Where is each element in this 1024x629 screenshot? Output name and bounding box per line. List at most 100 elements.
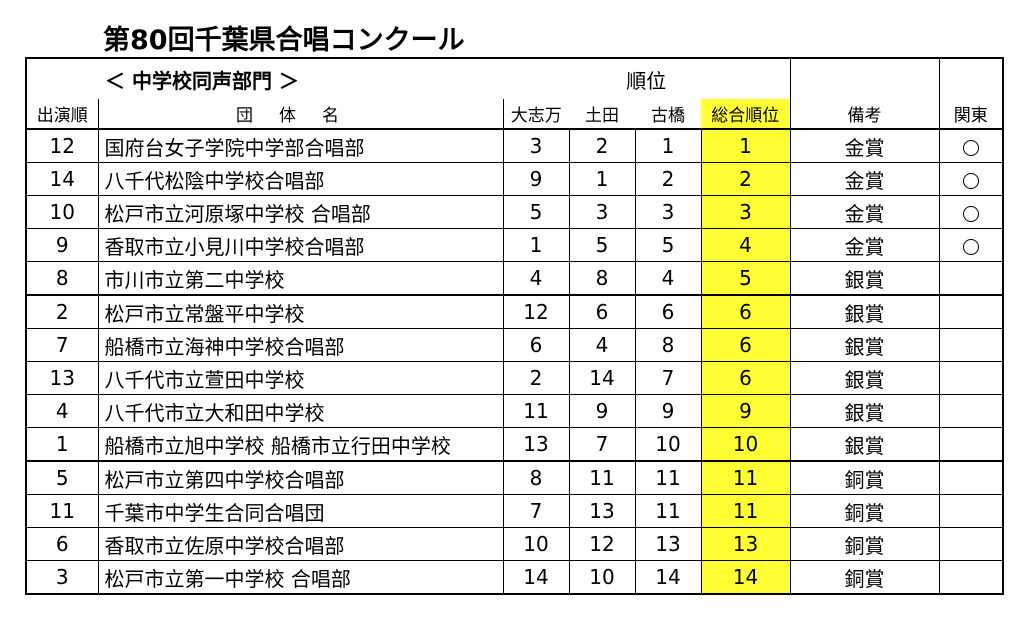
order-cell: 5 (25, 461, 99, 495)
total-rank-cell: 6 (701, 361, 791, 395)
notes-header: 備考 (790, 99, 940, 130)
award-cell: 金賞 (790, 195, 940, 229)
award-cell: 銅賞 (790, 461, 940, 495)
award-cell: 銀賞 (790, 427, 940, 462)
table-row: 7 船橋市立海神中学校合唱部 6 4 8 6 銀賞 (25, 328, 1004, 362)
kanto-cell (939, 527, 1004, 561)
judge2-rank-cell: 12 (569, 527, 636, 561)
judge1-rank-cell: 4 (503, 261, 570, 296)
choir-name-cell: 松戸市立常盤平中学校 (98, 295, 504, 329)
judge1-rank-cell: 6 (503, 328, 570, 362)
kanto-cell (939, 228, 1004, 262)
table-row: 12 国府台女子学院中学部合唱部 3 2 1 1 金賞 (25, 129, 1004, 163)
total-rank-cell: 1 (701, 129, 791, 163)
kanto-cell (939, 129, 1004, 163)
page-title: 第80回千葉県合唱コンクール (103, 25, 465, 56)
kanto-cell (939, 427, 1004, 462)
order-cell: 8 (25, 261, 99, 296)
choir-name-cell: 香取市立小見川中学校合唱部 (98, 228, 504, 262)
order-cell: 11 (25, 494, 99, 528)
header-row: 出演順 団体名 大志万 土田 古橋 総合順位 備考 関東 (25, 99, 1004, 130)
total-rank-cell: 10 (701, 427, 791, 462)
judge2-rank-cell: 3 (569, 195, 636, 229)
judge3-rank-cell: 5 (635, 228, 702, 262)
judge2-rank-cell: 6 (569, 295, 636, 329)
judge3-rank-cell: 11 (635, 461, 702, 495)
award-cell: 銅賞 (790, 527, 940, 561)
judge1-rank-cell: 7 (503, 494, 570, 528)
judge2-rank-cell: 11 (569, 461, 636, 495)
order-cell: 12 (25, 129, 99, 163)
judge3-rank-cell: 10 (635, 427, 702, 462)
total-rank-cell: 13 (701, 527, 791, 561)
award-cell: 銀賞 (790, 261, 940, 296)
judge2-rank-cell: 1 (569, 162, 636, 196)
table-row: 10 松戸市立河原塚中学校 合唱部 5 3 3 3 金賞 (25, 195, 1004, 229)
kanto-cell (939, 461, 1004, 495)
award-cell: 銀賞 (790, 361, 940, 395)
judge3-rank-cell: 4 (635, 261, 702, 296)
judge1-rank-cell: 3 (503, 129, 570, 163)
choir-name-cell: 市川市立第二中学校 (98, 261, 504, 296)
kanto-cell (939, 361, 1004, 395)
choir-name-cell: 香取市立佐原中学校合唱部 (98, 527, 504, 561)
notes-header-top (790, 57, 940, 99)
judge2-rank-cell: 10 (569, 560, 636, 595)
order-cell: 3 (25, 560, 99, 595)
order-cell: 14 (25, 162, 99, 196)
table-row: 13 八千代市立萱田中学校 2 14 7 6 銀賞 (25, 361, 1004, 395)
total-rank-cell: 6 (701, 295, 791, 329)
award-cell: 金賞 (790, 228, 940, 262)
kanto-cell (939, 261, 1004, 296)
total-rank-cell: 11 (701, 494, 791, 528)
table-row: 5 松戸市立第四中学校合唱部 8 11 11 11 銅賞 (25, 461, 1004, 495)
order-cell: 10 (25, 195, 99, 229)
judge1-header: 大志万 (503, 99, 569, 130)
total-rank-cell: 14 (701, 560, 791, 595)
order-cell: 9 (25, 228, 99, 262)
total-rank-cell: 4 (701, 228, 791, 262)
judge3-rank-cell: 13 (635, 527, 702, 561)
order-cell: 7 (25, 328, 99, 362)
total-rank-header: 総合順位 (701, 99, 791, 130)
kanto-header-top (939, 57, 1004, 99)
choir-name-cell: 松戸市立第一中学校 合唱部 (98, 560, 504, 595)
table-row: 4 八千代市立大和田中学校 11 9 9 9 銀賞 (25, 394, 1004, 428)
order-cell: 1 (25, 427, 99, 462)
choir-name-cell: 国府台女子学院中学部合唱部 (98, 129, 504, 163)
kanto-header: 関東 (939, 99, 1004, 130)
judge3-rank-cell: 7 (635, 361, 702, 395)
judge1-rank-cell: 9 (503, 162, 570, 196)
judge2-header: 土田 (569, 99, 635, 130)
judge2-rank-cell: 9 (569, 394, 636, 428)
judge1-rank-cell: 1 (503, 228, 570, 262)
judge1-rank-cell: 14 (503, 560, 570, 595)
table-row: 14 八千代松陰中学校合唱部 9 1 2 2 金賞 (25, 162, 1004, 196)
department-label: ＜ 中学校同声部門 ＞ (25, 57, 503, 99)
results-table: ＜ 中学校同声部門 ＞ 順位 出演順 団体名 大志万 土田 古橋 総合順位 備考… (25, 57, 1004, 595)
order-cell: 4 (25, 394, 99, 428)
judge2-rank-cell: 5 (569, 228, 636, 262)
table-row: 9 香取市立小見川中学校合唱部 1 5 5 4 金賞 (25, 228, 1004, 262)
judge-group-header: 順位 (503, 57, 791, 99)
kanto-qualified-circle-icon (962, 238, 979, 255)
choir-name-cell: 船橋市立旭中学校 船橋市立行田中学校 (98, 427, 504, 462)
table-row: 11 千葉市中学生合同合唱団 7 13 11 11 銅賞 (25, 494, 1004, 528)
choir-name-cell: 八千代松陰中学校合唱部 (98, 162, 504, 196)
judge2-rank-cell: 8 (569, 261, 636, 296)
judge3-rank-cell: 3 (635, 195, 702, 229)
judge1-rank-cell: 12 (503, 295, 570, 329)
kanto-cell (939, 195, 1004, 229)
judge2-rank-cell: 7 (569, 427, 636, 462)
table-row: 2 松戸市立常盤平中学校 12 6 6 6 銀賞 (25, 295, 1004, 329)
kanto-qualified-circle-icon (962, 139, 979, 156)
award-cell: 金賞 (790, 129, 940, 163)
kanto-cell (939, 162, 1004, 196)
judge2-rank-cell: 13 (569, 494, 636, 528)
judge3-header: 古橋 (635, 99, 701, 130)
kanto-qualified-circle-icon (962, 205, 979, 222)
name-header: 団体名 (98, 99, 504, 130)
choir-name-cell: 八千代市立萱田中学校 (98, 361, 504, 395)
table-row: 8 市川市立第二中学校 4 8 4 5 銀賞 (25, 261, 1004, 296)
choir-name-cell: 千葉市中学生合同合唱団 (98, 494, 504, 528)
